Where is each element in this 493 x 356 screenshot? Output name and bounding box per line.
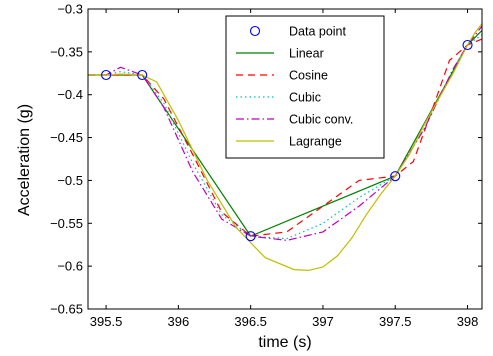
x-tick-label: 397 [312, 314, 334, 329]
y-tick-label: −0.65 [50, 302, 83, 317]
y-tick-label: −0.35 [50, 44, 83, 59]
data-point-marker [462, 39, 473, 51]
series-layer [88, 23, 482, 272]
y-tick-label: −0.5 [57, 173, 83, 188]
axis-ticks [88, 8, 482, 310]
legend-label-cubic-conv: Cubic conv. [289, 113, 353, 127]
x-axis-label: time (s) [258, 334, 311, 351]
legend-label-linear: Linear [289, 47, 324, 61]
legend: Data point Linear Cosine Cubic Cubic conv. La… [225, 15, 385, 159]
y-tick-labels: −0.65 −0.6 −0.55 −0.5 −0.45 −0.4 −0.35 −0.3 [50, 2, 83, 317]
x-tick-labels: 395.5 396 396.5 397 397.5 398 [90, 314, 479, 329]
x-tick-label: 397.5 [379, 314, 412, 329]
series-line-lagrange [88, 23, 482, 272]
legend-label-cosine: Cosine [289, 69, 328, 83]
data-point-marker [390, 171, 401, 182]
data-point-marker [245, 231, 256, 242]
x-tick-label: 396.5 [234, 314, 267, 329]
plot-frame [87, 8, 483, 310]
y-tick-label: −0.4 [57, 87, 83, 102]
legend-label-data-point: Data point [289, 25, 347, 39]
y-axis-label: Acceleration (g) [16, 104, 33, 216]
y-tick-label: −0.6 [57, 259, 83, 274]
legend-marker-data-point [249, 25, 261, 37]
x-tick-label: 398 [457, 314, 479, 329]
y-tick-label: −0.45 [50, 130, 83, 145]
series-line-cubic [88, 34, 482, 240]
data-point-markers [101, 39, 473, 242]
x-tick-label: 396 [168, 314, 190, 329]
legend-label-lagrange: Lagrange [289, 135, 342, 149]
legend-box [225, 15, 385, 159]
x-tick-label: 395.5 [90, 314, 123, 329]
y-tick-label: −0.3 [57, 2, 83, 17]
legend-label-cubic: Cubic [289, 91, 321, 105]
data-point-marker [101, 69, 112, 81]
data-point-marker [137, 69, 148, 81]
y-tick-label: −0.55 [50, 216, 83, 231]
